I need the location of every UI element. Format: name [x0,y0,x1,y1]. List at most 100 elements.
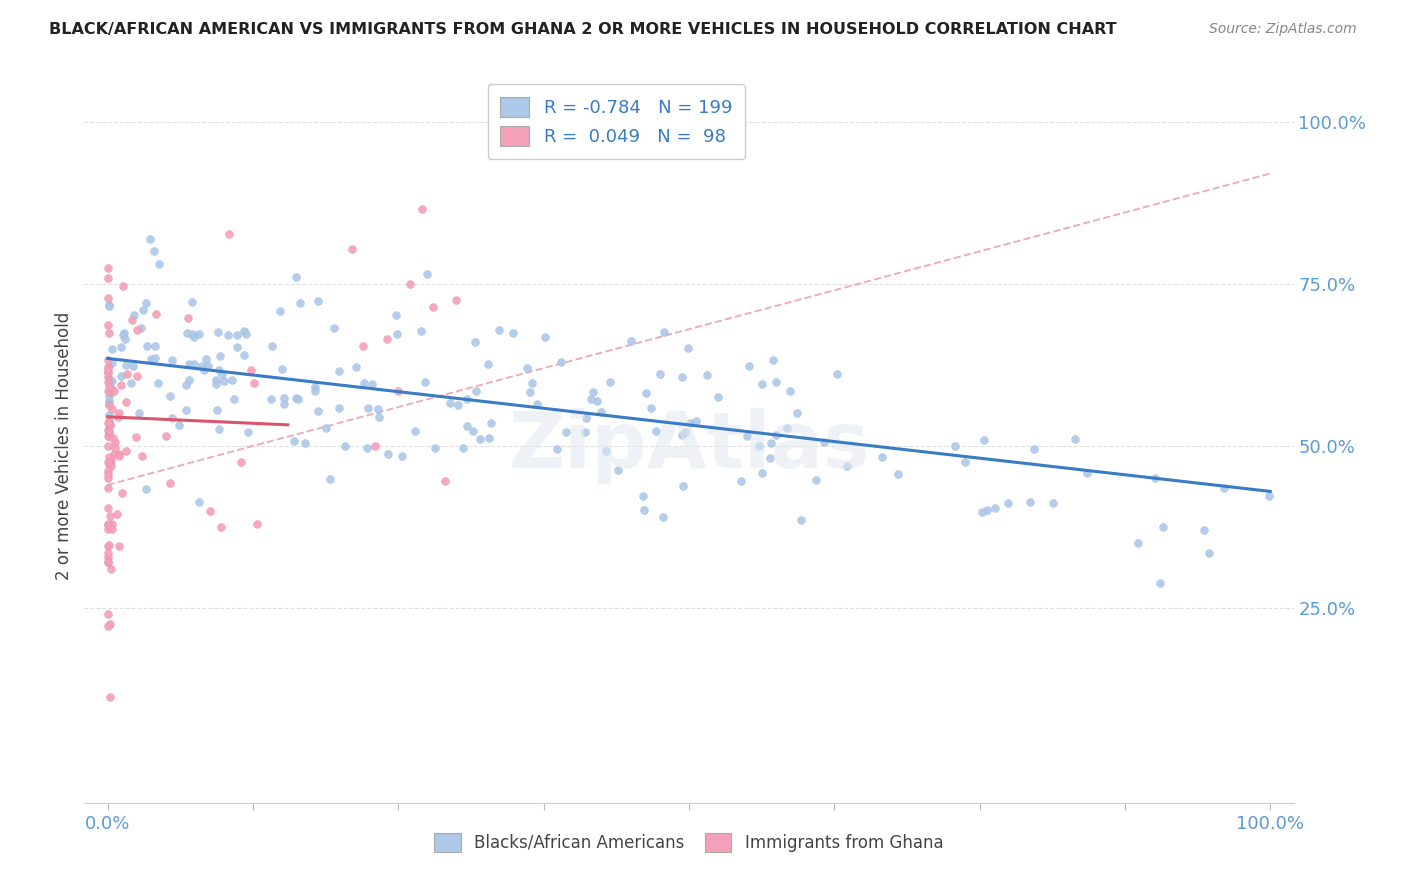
Point [837,458,859,473]
Point [526,397,548,411]
Point [516,361,538,376]
Point [364,439,387,453]
Point [98,454,121,468]
Point [108,447,131,461]
Point [652,510,675,524]
Point [534,330,557,344]
Point [98,417,121,432]
Point [375,332,398,346]
Point [672,479,695,493]
Point [97,538,120,552]
Point [188,327,211,342]
Point [135,339,157,353]
Point [620,334,643,349]
Point [1213,481,1236,495]
Point [758,451,780,466]
Point [696,368,718,382]
Point [546,442,568,456]
Point [446,293,468,307]
Point [671,428,693,442]
Point [738,359,761,373]
Point [97,318,120,333]
Point [416,267,439,281]
Point [671,370,693,384]
Point [112,326,135,340]
Point [285,269,308,284]
Point [315,420,337,434]
Point [111,485,134,500]
Point [872,450,894,464]
Point [574,425,596,439]
Point [97,455,120,469]
Point [112,279,135,293]
Point [100,374,122,388]
Point [197,359,219,374]
Point [122,359,145,374]
Point [125,369,148,384]
Point [129,321,152,335]
Point [813,434,835,449]
Point [100,343,122,357]
Point [180,327,202,342]
Point [122,308,145,322]
Point [1019,495,1042,509]
Point [271,362,294,376]
Point [387,384,409,399]
Point [139,351,162,366]
Point [159,389,181,403]
Point [100,452,122,467]
Point [205,373,228,387]
Point [97,366,120,380]
Point [97,539,120,553]
Point [762,353,785,368]
Point [115,395,138,409]
Point [98,509,121,524]
Point [294,435,316,450]
Point [98,417,121,432]
Point [97,555,120,569]
Point [176,311,198,326]
Point [181,294,204,309]
Point [97,457,120,471]
Point [205,402,228,417]
Point [100,458,122,473]
Point [730,474,752,488]
Point [304,380,326,394]
Point [97,618,120,632]
Point [98,326,121,340]
Point [97,522,120,536]
Point [579,392,602,407]
Point [143,339,166,353]
Point [177,357,200,371]
Point [193,363,215,377]
Point [97,375,120,389]
Point [307,404,329,418]
Point [582,385,605,400]
Point [433,474,456,488]
Point [887,467,910,481]
Point [148,257,170,271]
Point [307,294,329,309]
Point [323,321,346,335]
Point [679,417,702,431]
Point [100,561,122,575]
Point [115,444,138,458]
Point [1042,496,1064,510]
Point [97,555,120,569]
Point [162,410,184,425]
Point [97,360,120,375]
Point [243,376,266,391]
Point [97,299,120,313]
Point [463,425,485,439]
Point [633,503,655,517]
Point [751,376,773,391]
Point [100,356,122,370]
Point [131,449,153,463]
Point [751,466,773,480]
Point [174,403,197,417]
Point [132,303,155,318]
Point [586,394,609,409]
Point [786,406,808,420]
Point [357,401,380,415]
Point [120,376,142,390]
